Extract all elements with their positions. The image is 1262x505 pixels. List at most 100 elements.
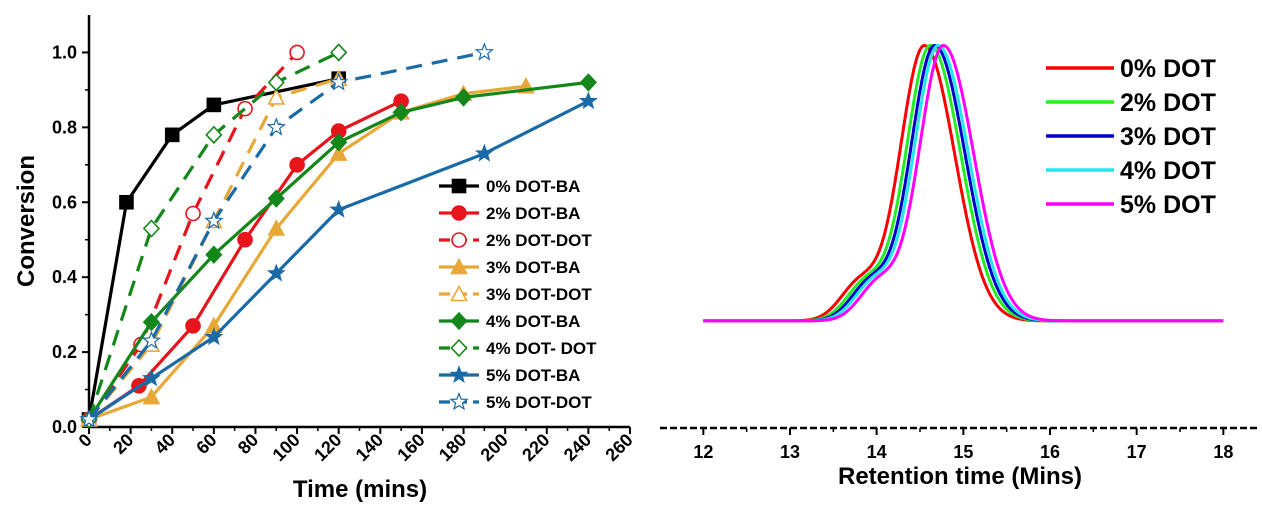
data-point xyxy=(185,205,201,222)
legend-marker xyxy=(451,205,467,221)
data-point xyxy=(267,219,286,236)
legend-marker xyxy=(450,257,468,275)
data-point xyxy=(204,327,224,346)
data-point xyxy=(142,219,161,238)
data-point xyxy=(579,73,597,92)
data-point xyxy=(142,387,161,405)
y-tick-label: 0.0 xyxy=(52,417,77,437)
data-point xyxy=(474,42,495,61)
legend: 0% DOT 2% DOT 3% DOT 4% DOT 5% DOT xyxy=(1046,55,1216,219)
data-point xyxy=(329,144,348,161)
x-tick-label: 240 xyxy=(560,430,595,465)
x-tick-label: 17 xyxy=(1127,442,1147,462)
data-point xyxy=(289,44,305,61)
series-4-dot-dot xyxy=(80,43,348,429)
legend-label: 4% DOT-BA xyxy=(486,312,580,331)
x-tick-label: 140 xyxy=(352,430,387,465)
legend-label: 2% DOT-BA xyxy=(486,204,580,223)
y-tick-label: 0.8 xyxy=(52,117,77,137)
x-tick-label: 220 xyxy=(518,430,553,465)
y-tick-label: 0.4 xyxy=(52,267,77,287)
legend-marker xyxy=(451,178,467,194)
legend-label: 3% DOT-BA xyxy=(486,258,580,277)
series-line-5-dot xyxy=(703,43,1224,323)
data-point xyxy=(204,210,224,230)
legend-marker xyxy=(450,284,468,302)
x-tick-label: 20 xyxy=(109,430,137,458)
data-point xyxy=(266,263,286,282)
data-point xyxy=(330,43,348,62)
data-point xyxy=(474,143,494,162)
series-line xyxy=(88,84,527,422)
series-line xyxy=(87,51,299,421)
data-point xyxy=(329,199,349,218)
y-axis-label: Conversion xyxy=(13,155,40,287)
data-point xyxy=(142,312,161,332)
legend-marker xyxy=(449,391,469,411)
series-2-dot-ba xyxy=(81,93,409,428)
data-point xyxy=(185,318,201,334)
legend-marker xyxy=(449,365,469,384)
legend-label: 3% DOT-DOT xyxy=(486,285,592,304)
data-point xyxy=(119,194,134,210)
legend-label: 4% DOT xyxy=(1120,157,1216,185)
data-point xyxy=(266,117,286,136)
data-point xyxy=(237,231,253,248)
legend-label: 5% DOT-BA xyxy=(486,366,580,385)
series-line xyxy=(87,50,485,421)
data-point xyxy=(267,73,285,92)
x-tick-label: 15 xyxy=(953,442,973,462)
legend-marker xyxy=(450,311,468,331)
legend-marker xyxy=(450,338,468,358)
data-point xyxy=(454,88,473,107)
legend-label: 5% DOT xyxy=(1120,191,1216,219)
data-point xyxy=(267,88,286,105)
data-point xyxy=(267,189,285,208)
legend-label: 0% DOT-BA xyxy=(486,177,580,196)
legend-label: 0% DOT xyxy=(1120,55,1216,83)
data-point xyxy=(330,133,348,152)
data-point xyxy=(392,103,410,122)
x-tick-label: 40 xyxy=(151,430,179,458)
data-point xyxy=(164,127,180,143)
x-tick-label: 160 xyxy=(393,430,428,465)
x-tick-label: 12 xyxy=(693,442,713,462)
x-tick-label: 80 xyxy=(234,430,262,458)
data-point xyxy=(79,409,99,428)
x-tick-label: 60 xyxy=(192,430,220,458)
data-point xyxy=(206,97,222,113)
retention-time-chart: 12 13 14 15 16 17 18 Retention time (Mins) 0% DO… xyxy=(660,43,1258,490)
series-line xyxy=(88,99,402,421)
legend-label: 3% DOT xyxy=(1120,123,1216,151)
legend-label: 4% DOT- DOT xyxy=(486,339,597,358)
x-tick-label: 120 xyxy=(310,430,345,465)
data-point xyxy=(578,91,598,110)
legend-label: 2% DOT-DOT xyxy=(486,231,592,250)
series-line xyxy=(87,80,589,421)
data-point xyxy=(328,72,349,91)
x-tick-label: 180 xyxy=(435,430,470,465)
data-point xyxy=(205,245,223,264)
x-tick-label: 260 xyxy=(601,430,636,465)
x-axis-label: Time (mins) xyxy=(293,476,427,503)
x-tick-label: 16 xyxy=(1040,442,1060,462)
legend-label: 2% DOT xyxy=(1120,89,1216,117)
data-point xyxy=(141,368,161,387)
x-axis-label: Retention time (Mins) xyxy=(838,463,1082,490)
legend: 0% DOT-BA 2% DOT-BA 2% DOT-DOT 3% DOT-BA 3% … xyxy=(439,177,597,412)
series-5-dot-dot xyxy=(79,42,495,428)
y-tick-label: 0.6 xyxy=(52,192,77,212)
legend-marker xyxy=(451,232,467,248)
x-tick-label: 14 xyxy=(867,442,887,462)
y-tick-label: 1.0 xyxy=(52,42,77,62)
x-tick-label: 13 xyxy=(780,442,800,462)
x-tick-label: 100 xyxy=(269,430,304,465)
series-4-dot-ba xyxy=(80,73,597,429)
y-tick-label: 0.2 xyxy=(52,342,77,362)
conversion-vs-time-chart: 0.0 0.2 0.4 0.6 0.8 1.0 0 20 40 60 80 100 120 140 160 1… xyxy=(13,15,637,503)
x-tick-label: 0 xyxy=(75,430,96,451)
x-tick-label: 18 xyxy=(1213,442,1233,462)
legend-label: 5% DOT-DOT xyxy=(486,393,592,412)
x-tick-label: 200 xyxy=(477,430,512,465)
